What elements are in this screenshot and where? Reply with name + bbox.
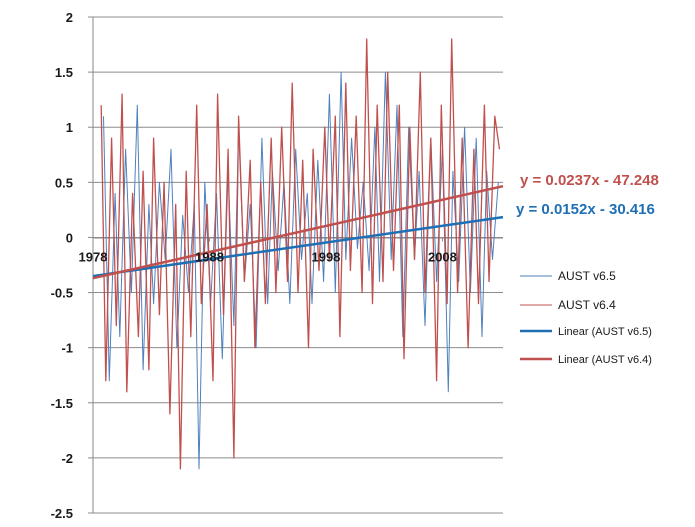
y-tick-label-8: -2 [61,451,73,466]
legend-entry-linear-v64: Linear (AUST v6.4) [520,354,652,366]
y-tick-label-9: -2.5 [51,506,73,521]
legend-entry-linear-v65: Linear (AUST v6.5) [520,326,652,338]
y-tick-labels: 2 1.5 1 0.5 0 -0.5 -1 -1.5 -2 -2.5 [51,10,73,521]
y-tick-label-0: 2 [66,10,73,25]
equation-label-v64: y = 0.0237x - 47.248 [520,172,659,189]
legend-label-v64: AUST v6.4 [558,298,616,312]
y-tick-label-2: 1 [66,120,73,135]
x-tick-labels: 1978 1988 1998 2008 [79,237,457,264]
series-line-0 [103,71,499,470]
legend-label-linear-v65: Linear (AUST v6.5) [558,326,652,338]
trendline-1 [92,184,504,280]
trendline-0 [92,215,504,278]
legend: AUST v6.5 AUST v6.4 Linear (AUST v6.5) L… [520,269,652,366]
legend-label-linear-v64: Linear (AUST v6.4) [558,354,652,366]
x-tick-label-1: 1988 [195,249,224,264]
y-tick-label-6: -1 [61,341,73,356]
y-tick-label-5: -0.5 [51,286,73,301]
equation-label-v65: y = 0.0152x - 30.416 [516,201,655,218]
trendline-layer [92,184,504,280]
gridlines [88,16,503,514]
series-line-1 [100,38,501,470]
x-tick-label-3: 2008 [428,249,457,264]
y-tick-label-7: -1.5 [51,396,73,411]
legend-label-v65: AUST v6.5 [558,269,616,283]
series-layer [100,38,501,470]
x-tick-label-2: 1998 [311,249,340,264]
y-tick-label-4: 0 [66,230,73,245]
y-tick-label-3: 0.5 [55,175,73,190]
legend-entry-v65: AUST v6.5 [520,269,616,283]
x-tick-label-0: 1978 [79,249,108,264]
legend-entry-v64: AUST v6.4 [520,298,616,312]
y-tick-label-1: 1.5 [55,65,73,80]
